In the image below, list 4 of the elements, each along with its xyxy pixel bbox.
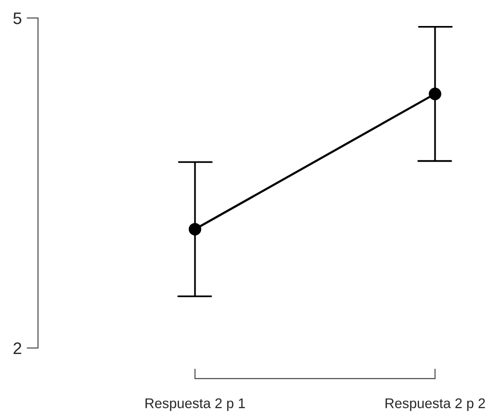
y-tick-label: 2: [14, 342, 22, 354]
y-tick-label: 5: [13, 12, 22, 24]
x-tick-label: Respuesta 2 p 2: [386, 398, 485, 411]
x-tick-label: Respuesta 2 p 1: [146, 398, 245, 411]
